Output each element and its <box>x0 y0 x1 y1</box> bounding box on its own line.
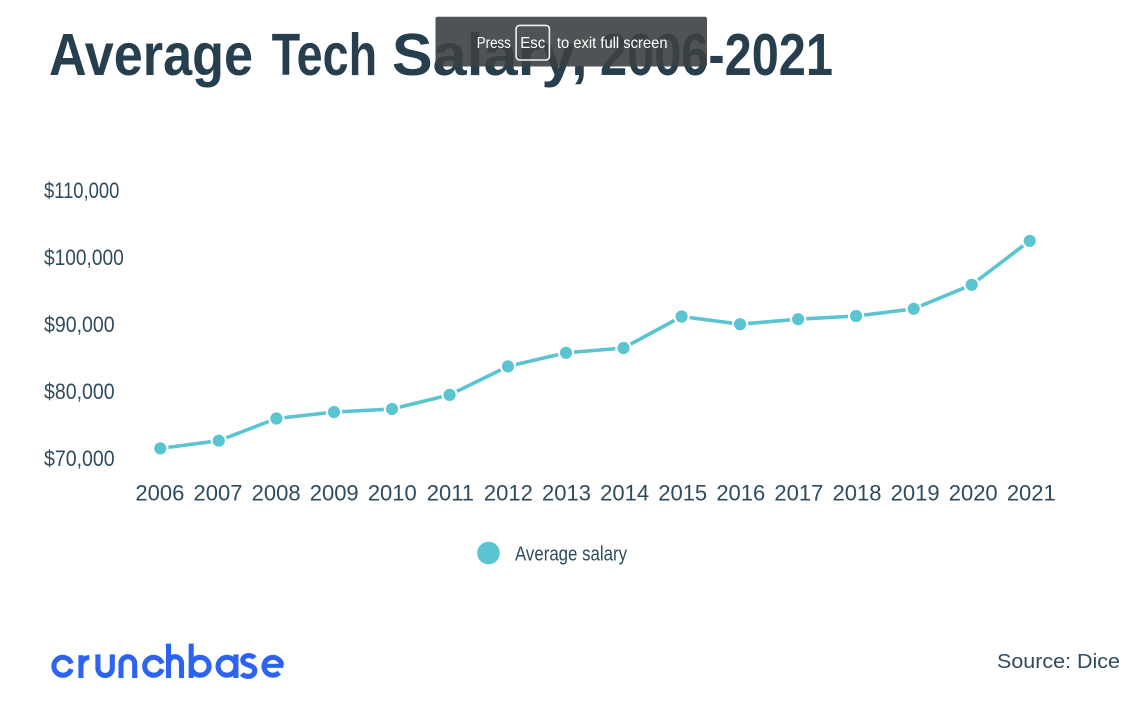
svg-text:2018: 2018 <box>833 481 882 506</box>
svg-text:2011: 2011 <box>427 481 474 506</box>
svg-text:$100,000: $100,000 <box>44 245 124 270</box>
svg-text:Press: Press <box>477 35 511 52</box>
svg-text:2013: 2013 <box>542 481 591 506</box>
svg-text:2017: 2017 <box>774 481 823 506</box>
svg-text:2006: 2006 <box>135 481 184 506</box>
svg-text:2019: 2019 <box>891 481 940 506</box>
svg-text:$110,000: $110,000 <box>44 178 119 203</box>
svg-text:2014: 2014 <box>600 481 649 506</box>
svg-text:to exit full screen: to exit full screen <box>557 35 668 52</box>
svg-text:$70,000: $70,000 <box>44 446 115 471</box>
svg-text:2016: 2016 <box>716 481 765 506</box>
svg-text:Average salary: Average salary <box>515 544 627 566</box>
svg-text:2021: 2021 <box>1007 481 1056 506</box>
svg-text:Esc: Esc <box>520 35 545 52</box>
svg-text:Tech: Tech <box>272 22 378 88</box>
svg-text:$80,000: $80,000 <box>44 379 115 404</box>
svg-text:2010: 2010 <box>368 481 417 506</box>
svg-text:2008: 2008 <box>252 481 301 506</box>
svg-text:2015: 2015 <box>658 481 707 506</box>
svg-text:2020: 2020 <box>949 481 998 506</box>
svg-text:2012: 2012 <box>484 481 533 506</box>
svg-text:Source: Dice: Source: Dice <box>997 650 1120 673</box>
svg-text:$90,000: $90,000 <box>44 312 115 337</box>
svg-text:2007: 2007 <box>194 481 243 506</box>
svg-text:2009: 2009 <box>310 481 359 506</box>
svg-text:Average: Average <box>49 22 253 88</box>
